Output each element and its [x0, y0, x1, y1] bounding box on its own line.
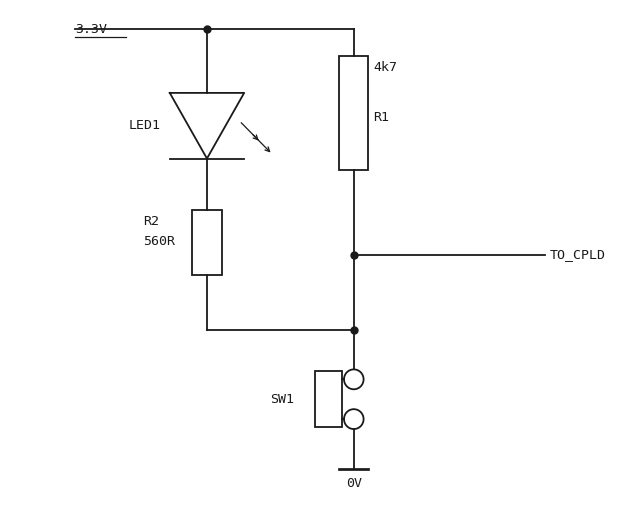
Text: 4k7: 4k7 [373, 61, 397, 74]
Text: TO_CPLD: TO_CPLD [550, 248, 605, 262]
Text: R2: R2 [144, 215, 159, 228]
Bar [339, 56, 368, 170]
Text: 3.3V: 3.3V [75, 23, 107, 36]
Text: LED1: LED1 [129, 119, 161, 132]
Bar [314, 371, 342, 427]
Text: R1: R1 [373, 111, 389, 124]
Text: SW1: SW1 [271, 393, 295, 406]
Text: 560R: 560R [144, 235, 175, 248]
Text: 0V: 0V [346, 477, 361, 490]
Bar [193, 210, 222, 275]
